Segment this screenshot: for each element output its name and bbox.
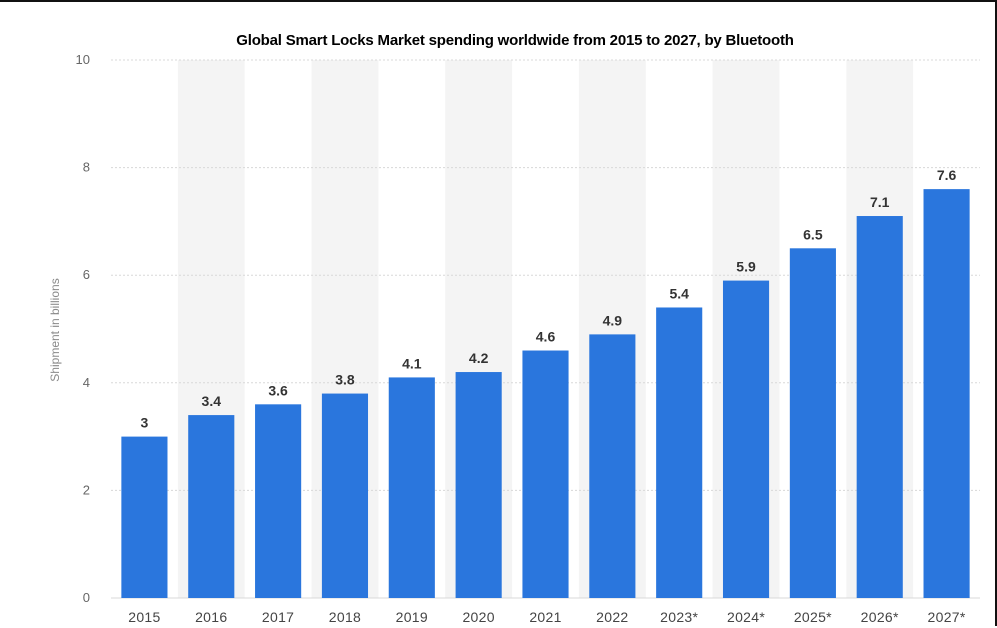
bar	[923, 189, 970, 598]
y-tick-label: 2	[83, 482, 90, 497]
y-tick-label: 8	[83, 160, 90, 175]
value-label: 7.1	[870, 194, 890, 210]
x-tick-label: 2024*	[727, 609, 765, 625]
x-tick-label: 2019	[396, 609, 428, 625]
value-label: 3.6	[268, 382, 288, 398]
value-label: 3	[141, 415, 149, 431]
value-labels: 3 3.4 3.6 3.8 4.1 4.2 4.6 4.9 5.4 5.9 6.5 7.1 7.6	[141, 167, 957, 430]
value-label: 7.6	[937, 167, 957, 183]
value-label: 4.9	[603, 312, 623, 328]
value-label: 5.9	[736, 259, 756, 275]
value-label: 5.4	[669, 285, 689, 301]
y-tick-label: 10	[76, 52, 90, 67]
bar	[789, 248, 836, 599]
bar	[255, 404, 302, 598]
bar	[455, 372, 502, 598]
bar	[589, 334, 636, 598]
value-label: 3.4	[202, 393, 222, 409]
bar	[656, 307, 703, 598]
x-axis-ticks: 2015 2016 2017 2018 2019 2020 2021 2022 2023* 202…	[128, 609, 966, 625]
x-tick-label: 2027*	[928, 609, 966, 625]
x-tick-label: 2017	[262, 609, 294, 625]
x-tick-label: 2016	[195, 609, 227, 625]
bar	[121, 436, 168, 598]
y-axis-ticks: 0 2 4 6 8 10	[76, 52, 90, 605]
chart-title: Global Smart Locks Market spending world…	[236, 32, 794, 49]
bar	[522, 350, 569, 598]
value-label: 4.1	[402, 355, 422, 371]
bar	[722, 280, 770, 598]
bar	[856, 216, 903, 598]
y-tick-label: 6	[83, 267, 90, 282]
value-label: 3.8	[335, 372, 355, 388]
bar	[188, 415, 235, 598]
x-tick-label: 2015	[128, 609, 160, 625]
value-label: 4.2	[469, 350, 489, 366]
x-tick-label: 2020	[462, 609, 494, 625]
x-tick-label: 2018	[329, 609, 361, 625]
x-tick-label: 2023*	[660, 609, 698, 625]
value-label: 4.6	[536, 329, 556, 345]
bars	[121, 189, 970, 599]
value-label: 6.5	[803, 226, 823, 242]
y-tick-label: 4	[83, 375, 90, 390]
x-tick-label: 2021	[529, 609, 561, 625]
bar	[321, 393, 369, 598]
x-tick-label: 2022	[596, 609, 628, 625]
y-tick-label: 0	[83, 590, 90, 605]
bar	[388, 377, 435, 598]
x-tick-label: 2025*	[794, 609, 832, 625]
x-tick-label: 2026*	[861, 609, 899, 625]
